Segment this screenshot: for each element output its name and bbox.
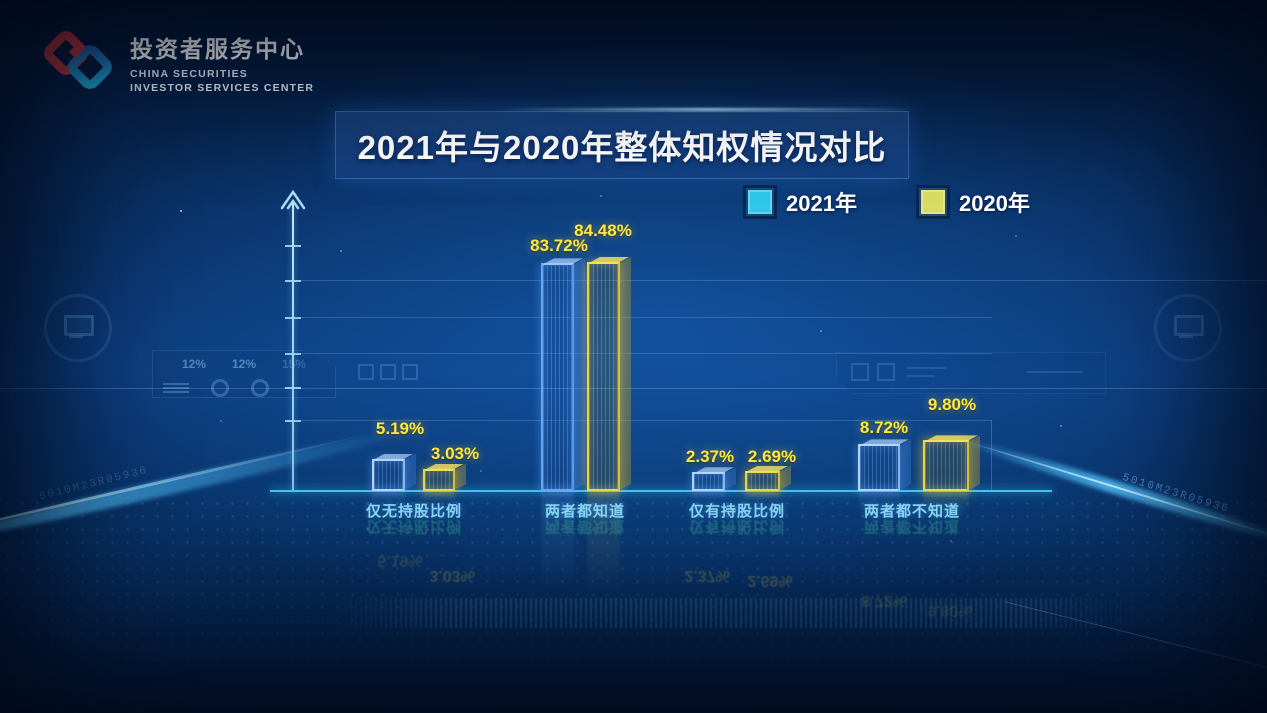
hud-line-glyph: [1027, 371, 1083, 373]
bar-reflection: [423, 492, 455, 502]
hud-value: 12%: [181, 357, 207, 371]
title-streak-decor: [498, 108, 918, 111]
y-axis-tick: [285, 280, 301, 282]
category-label-group3: 仅有持股比例: [688, 503, 786, 520]
bar-reflection: [692, 492, 725, 501]
value-label-2020-group2: 84.48%: [574, 221, 632, 240]
value-label-2021-group1: 5.19%: [375, 419, 425, 438]
hud-bars-glyph: [163, 381, 189, 395]
bg-horizontal-line: [0, 388, 1267, 389]
y-axis-arrow-icon: [280, 189, 306, 210]
monitor-icon: [1154, 294, 1222, 362]
value-label-2021-group3: 2.37%: [685, 447, 735, 466]
hud-line-glyph: [907, 367, 947, 369]
y-axis-tick: [285, 245, 301, 247]
legend-item-2020: 2020年: [918, 186, 1030, 218]
category-label-reflection: 仅无持股比例: [365, 518, 463, 535]
value-label-reflection: 5.19%: [377, 552, 423, 569]
bar-reflection: [745, 492, 780, 502]
value-label-reflection: 3.03%: [429, 567, 475, 584]
value-label-2021-group4: 8.72%: [859, 418, 909, 437]
monitor-screen-glyph: [1174, 315, 1204, 336]
brand-logo-block: 投资者服务中心 CHINA SECURITIES INVESTOR SERVIC…: [42, 30, 314, 95]
floor-waveform-decor: [330, 598, 1140, 628]
value-label-2020-group4: 9.80%: [927, 395, 977, 414]
bar-2020-group1: [423, 469, 455, 491]
legend-item-2021: 2021年: [746, 186, 857, 218]
floor-dot-grid: [0, 497, 1267, 713]
value-label-2020-group1: 3.03%: [430, 444, 480, 463]
legend-label-2021: 2021年: [786, 191, 857, 216]
bar-2021-group1: [372, 459, 405, 491]
bar-2021-group2: [541, 263, 574, 491]
value-label-reflection: 2.37%: [684, 567, 730, 584]
brand-name-en-line2: INVESTOR SERVICES CENTER: [130, 82, 315, 95]
category-label-group1: 仅无持股比例: [365, 503, 463, 520]
monitor-stand-glyph: [69, 335, 83, 338]
bar-reflection: [858, 492, 900, 513]
monitor-screen-glyph: [64, 315, 94, 336]
bar-2021-group4: [858, 444, 900, 491]
y-axis-tick: [285, 420, 301, 422]
monitor-icon: [44, 294, 112, 362]
y-axis: [292, 202, 294, 491]
bar-2020-group4: [923, 440, 969, 491]
value-label-2020-group3: 2.69%: [747, 447, 797, 466]
value-label-reflection: 2.69%: [747, 572, 793, 589]
gridline: [293, 353, 992, 354]
bar-reflection: [541, 492, 574, 595]
y-axis-tick: [285, 387, 301, 389]
plot-right-edge: [991, 420, 992, 490]
bar-2021-group3: [692, 472, 725, 491]
legend-swatch-2021: [746, 188, 774, 216]
hud-square-glyph: [851, 363, 869, 381]
hud-gauge-icon: [251, 379, 269, 397]
category-label-group2: 两者都知道: [544, 503, 626, 520]
hud-tick: [516, 357, 532, 360]
bar-reflection: [372, 492, 405, 507]
brand-name-en-line1: CHINA SECURITIES: [130, 68, 248, 80]
chart-legend: 2021年 2020年: [746, 186, 1030, 218]
legend-swatch-2020: [918, 188, 947, 216]
bar-2020-group3: [745, 471, 780, 491]
brand-name-zh: 投资者服务中心: [130, 36, 305, 62]
hud-square-glyph: [877, 363, 895, 381]
bg-horizontal-line: [293, 280, 1267, 281]
category-label-reflection: 两者都不知道: [863, 518, 961, 535]
hud-value: 15%: [281, 357, 307, 371]
particle-dots: [180, 210, 182, 212]
hud-mini-icons: [358, 364, 468, 380]
bar-2020-group2: [587, 262, 620, 491]
category-label-reflection: 两者都知道: [544, 518, 626, 535]
hud-value: 12%: [231, 357, 257, 371]
y-axis-tick: [285, 353, 301, 355]
value-label-2021-group2: 83.72%: [530, 236, 588, 255]
category-label-group4: 两者都不知道: [863, 503, 961, 520]
chart-title: 2021年与2020年整体知权情况对比: [357, 129, 887, 166]
x-axis-baseline: [270, 490, 1052, 492]
gridline: [293, 317, 992, 318]
category-label-reflection: 仅有持股比例: [688, 518, 786, 535]
y-axis-tick: [285, 317, 301, 319]
csisc-logo-icon: [44, 30, 112, 89]
title-banner: 2021年与2020年整体知权情况对比: [335, 108, 918, 179]
bar-reflection: [587, 492, 620, 595]
hud-tick: [466, 357, 482, 360]
gridline: [293, 420, 992, 421]
bar-reflection: [923, 492, 969, 515]
hud-line-glyph: [907, 375, 935, 377]
hud-strip-panel: [836, 352, 1106, 394]
legend-label-2020: 2020年: [958, 191, 1030, 216]
monitor-stand-glyph: [1179, 335, 1193, 338]
hud-gauge-icon: [211, 379, 229, 397]
hud-stats-panel: 12% 12% 15%: [152, 350, 336, 398]
